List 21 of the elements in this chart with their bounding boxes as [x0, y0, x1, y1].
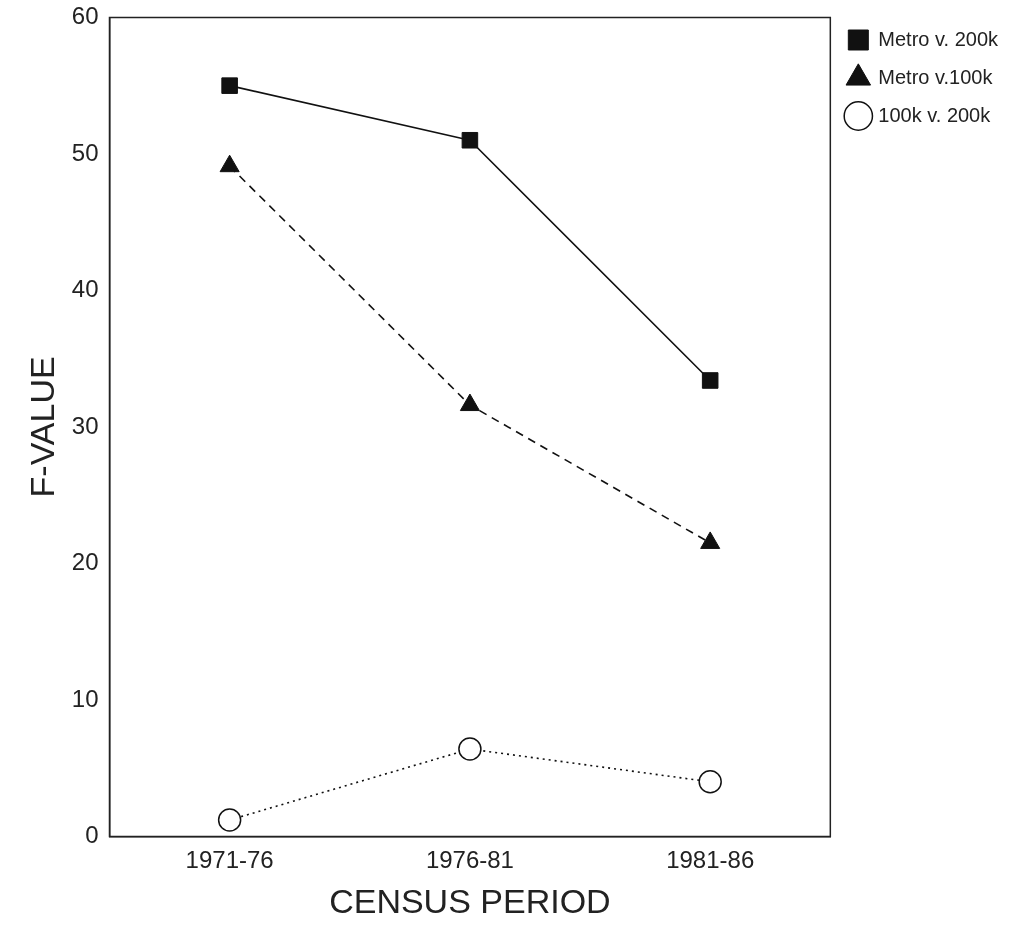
point — [701, 372, 719, 389]
y-tick-label: 60 — [71, 2, 99, 30]
y-axis-title: F-VALUE — [22, 356, 61, 498]
y-tick-label: 30 — [71, 411, 99, 439]
point — [461, 131, 479, 149]
x-tick-label: 1976-81 — [425, 846, 514, 874]
point — [458, 737, 482, 761]
legend-label: 100k v. 200k — [878, 103, 992, 126]
legend-label: Metro v.100k — [878, 65, 994, 88]
point — [221, 77, 238, 94]
point — [698, 770, 722, 794]
point — [217, 808, 242, 832]
y-tick-label: 20 — [71, 548, 99, 576]
legend-label: Metro v. 200k — [878, 27, 999, 50]
x-axis-title: CENSUS PERIOD — [329, 881, 611, 920]
y-tick-label: 10 — [71, 684, 99, 712]
y-tick-label: 50 — [71, 138, 99, 166]
y-tick-label: 0 — [85, 821, 99, 849]
x-tick-label: 1971-76 — [185, 846, 274, 874]
y-tick-label: 40 — [71, 275, 99, 303]
x-tick-label: 1981-86 — [666, 846, 755, 874]
